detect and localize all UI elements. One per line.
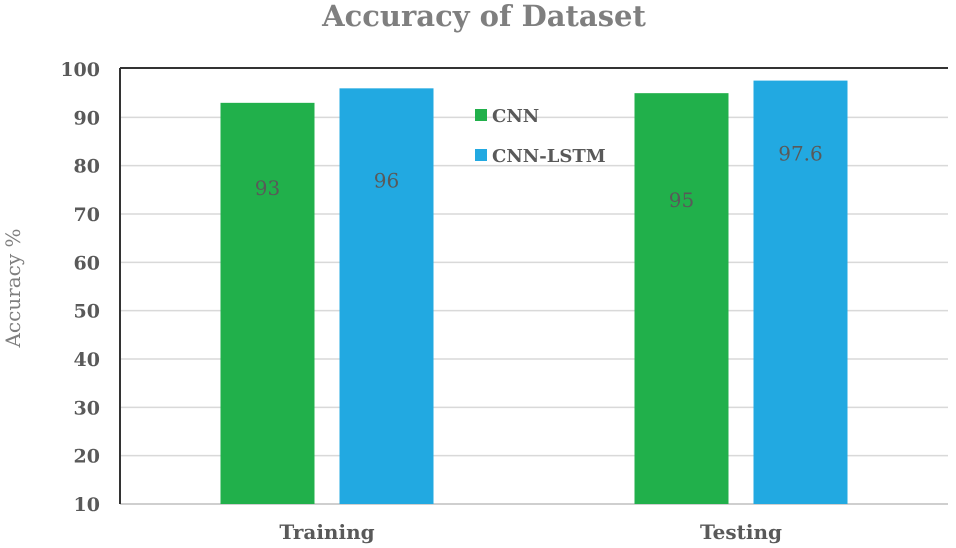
bar-cnn-lstm-testing — [753, 80, 848, 504]
y-tick-label: 100 — [60, 59, 100, 81]
x-tick-label: Testing — [700, 520, 782, 544]
bar-cnn-training — [220, 102, 315, 504]
chart-title: Accuracy of Dataset — [321, 0, 646, 33]
y-tick-label: 80 — [74, 156, 100, 178]
y-tick-label: 40 — [74, 349, 100, 371]
y-tick-label: 10 — [74, 494, 100, 516]
legend-label: CNN-LSTM — [492, 146, 606, 167]
data-label: 95 — [669, 188, 694, 212]
bar-cnn-testing — [634, 93, 729, 505]
data-label: 97.6 — [778, 142, 823, 166]
y-tick-label: 50 — [74, 301, 100, 323]
legend-swatch-cnn-lstm — [475, 149, 487, 161]
y-axis-label: Accuracy % — [1, 228, 25, 348]
x-tick-label: Training — [279, 520, 374, 544]
y-tick-label: 60 — [74, 252, 100, 274]
legend-label: CNN — [492, 106, 539, 127]
data-label: 96 — [374, 168, 399, 192]
bar-cnn-lstm-training — [339, 88, 434, 504]
y-tick-label: 90 — [74, 107, 100, 129]
y-tick-label: 20 — [74, 446, 100, 468]
y-tick-label: 70 — [74, 204, 100, 226]
data-label: 93 — [255, 176, 280, 200]
legend-swatch-cnn — [475, 109, 487, 121]
y-tick-label: 30 — [74, 397, 100, 419]
